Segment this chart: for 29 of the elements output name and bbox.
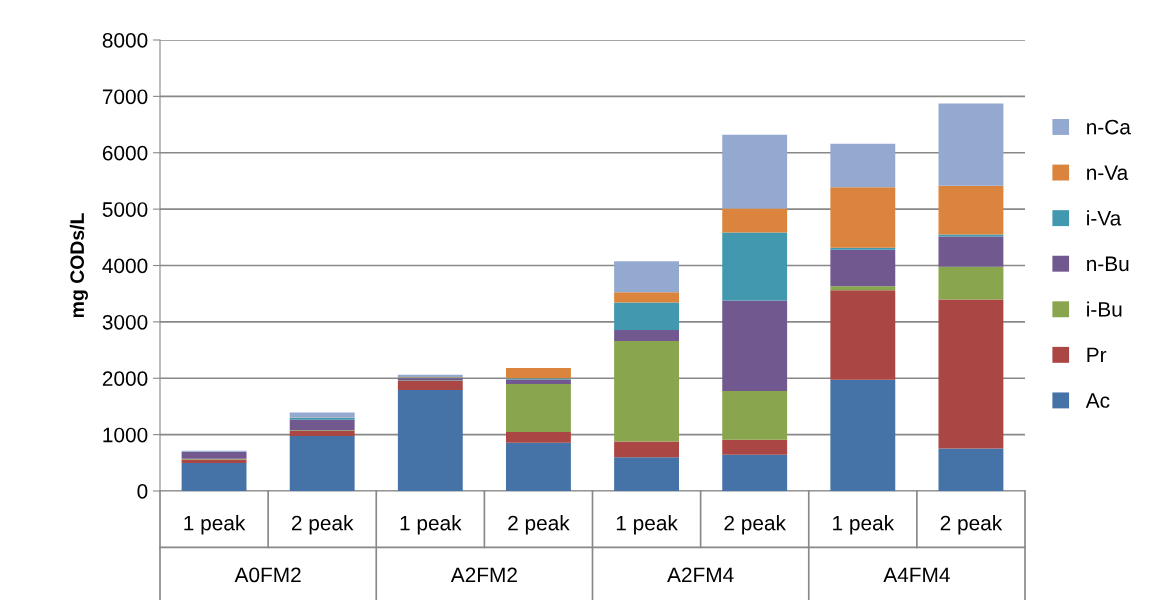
legend-label: n-Bu <box>1087 256 1129 272</box>
x-tick-label: 1 peak <box>184 515 246 535</box>
y-tick-label: 8000 <box>102 33 148 48</box>
legend-label: i-Bu <box>1087 301 1122 317</box>
x-tick-label: 1 peak <box>400 515 462 535</box>
y-tick-label: 2000 <box>102 371 148 386</box>
text: A4FM4 <box>883 567 950 583</box>
y-tick-label: 4000 <box>102 258 148 274</box>
legend-label: n-Ca <box>1087 119 1131 135</box>
y-tick-label: 0 <box>137 484 148 499</box>
x-tick-label: 2 peak <box>724 515 786 535</box>
x-tick-label: 1 peak <box>833 515 895 535</box>
text: A2FM2 <box>450 567 517 583</box>
legend-label: Ac <box>1085 393 1110 408</box>
y-tick-label: 3000 <box>102 314 148 330</box>
y-tick-label: 6000 <box>102 145 148 161</box>
legend-label: Pr <box>1087 347 1107 363</box>
text: A2FM4 <box>667 567 734 583</box>
y-axis-title: mg CODs/L <box>69 213 88 318</box>
y-tick-label: 7000 <box>102 89 148 105</box>
legend-label: i-Va <box>1087 210 1122 226</box>
text: A0FM2 <box>234 567 301 583</box>
legend-label: n-Va <box>1087 165 1129 180</box>
y-tick-label: 5000 <box>102 202 148 217</box>
x-tick-label: 2 peak <box>291 515 354 535</box>
x-tick-label: 2 peak <box>508 515 570 535</box>
x-tick-label: 1 peak <box>616 515 678 535</box>
y-tick-label: 1000 <box>103 427 148 443</box>
x-tick-label: 2 peak <box>940 515 1003 535</box>
